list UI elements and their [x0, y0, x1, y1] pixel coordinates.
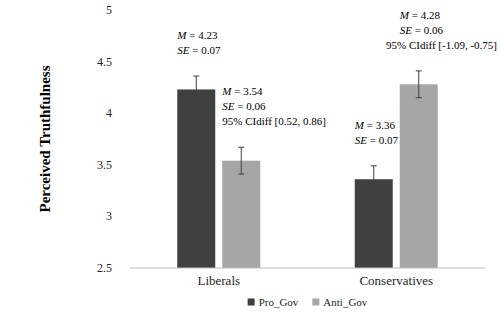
y-tick-label: 3 — [106, 209, 112, 223]
annotation: M = 4.23 — [176, 29, 218, 41]
error-cap — [238, 147, 244, 148]
error-cap — [416, 97, 422, 98]
y-axis-label: Perceived Truthfulness — [37, 65, 53, 212]
y-tick-label: 4.5 — [97, 55, 112, 69]
chart: 2.5 3 3.5 4 4.5 5 Perceived Truthfulness Libera… — [0, 0, 500, 312]
annotation: M = 3.54 — [221, 85, 263, 97]
annotation: M = 4.28 — [399, 9, 441, 21]
x-tick-label: Liberals — [197, 273, 240, 288]
annotation: SE = 0.07 — [355, 134, 399, 146]
bars — [177, 71, 438, 268]
y-tick-label: 2.5 — [97, 261, 112, 275]
bar — [177, 89, 215, 268]
annotation: SE = 0.06 — [400, 24, 444, 36]
error-cap — [193, 102, 199, 103]
annotation: 95% CIdiff [0.52, 0.86] — [222, 115, 326, 127]
bar — [400, 84, 438, 268]
error-cap — [238, 174, 244, 175]
error-cap — [371, 192, 377, 193]
y-tick-label: 5 — [106, 3, 112, 17]
error-bar — [193, 76, 199, 103]
error-bar — [416, 71, 422, 98]
error-cap — [193, 76, 199, 77]
annotation: SE = 0.06 — [222, 100, 266, 112]
error-bar — [371, 166, 377, 193]
y-tick-label: 4 — [106, 106, 112, 120]
error-cap — [371, 165, 377, 166]
x-tick-label: Conservatives — [359, 273, 433, 288]
bar — [222, 161, 260, 268]
legend-swatch — [248, 299, 255, 306]
error-line — [196, 76, 197, 103]
annotation: 95% CIdiff [-1.09, -0.75] — [386, 39, 497, 51]
error-line — [373, 166, 374, 193]
bar — [355, 179, 393, 268]
legend-label: Anti_Gov — [323, 296, 368, 308]
error-line — [241, 147, 242, 174]
legend-swatch — [312, 299, 319, 306]
y-tick-label: 3.5 — [97, 158, 112, 172]
error-cap — [416, 70, 422, 71]
annotation: SE = 0.07 — [177, 44, 221, 56]
error-line — [418, 71, 419, 98]
annotation: M = 3.36 — [354, 119, 396, 131]
x-axis-line — [130, 268, 485, 269]
legend-label: Pro_Gov — [259, 296, 299, 308]
error-bar — [238, 147, 244, 174]
